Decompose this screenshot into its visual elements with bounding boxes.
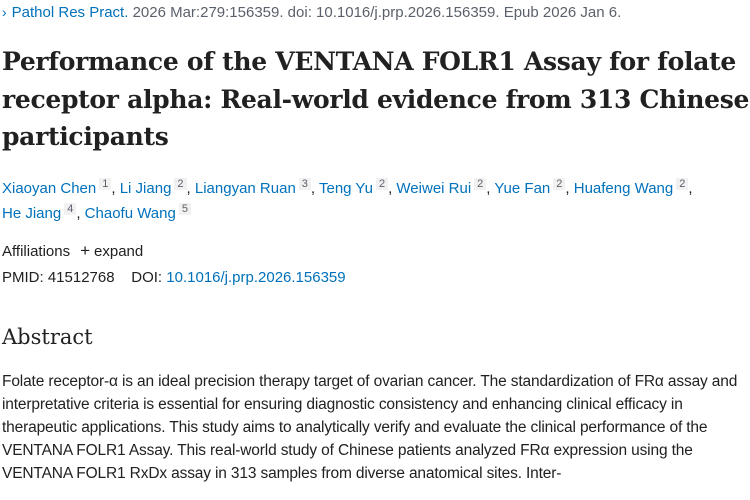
affiliation-number[interactable]: 2 bbox=[474, 178, 487, 190]
citation-line: › Pathol Res Pract. 2026 Mar:279:156359. … bbox=[2, 4, 621, 21]
affiliation-number[interactable]: 2 bbox=[676, 178, 689, 190]
author-link[interactable]: Weiwei Rui bbox=[396, 180, 472, 197]
affiliation-number[interactable]: 5 bbox=[178, 203, 191, 215]
chevron-right-icon[interactable]: › bbox=[2, 4, 7, 20]
affiliation-number[interactable]: 2 bbox=[375, 178, 389, 190]
pmid-value: 41512768 bbox=[47, 269, 115, 286]
abstract-heading: Abstract bbox=[2, 325, 93, 349]
affiliation-number[interactable]: 2 bbox=[553, 178, 566, 190]
author-link[interactable]: Xiaoyan Chen bbox=[2, 180, 97, 197]
plus-icon[interactable]: + bbox=[80, 241, 91, 260]
author-list: Xiaoyan Chen 1, Li Jiang 2, Liangyan Ruan 3… bbox=[2, 178, 693, 222]
expand-affiliations-button[interactable]: expand bbox=[94, 243, 144, 260]
author-link[interactable]: Teng Yu bbox=[319, 180, 373, 197]
affiliation-number[interactable]: 4 bbox=[64, 203, 77, 215]
affiliation-number[interactable]: 1 bbox=[99, 178, 112, 190]
affiliations-label: Affiliations bbox=[2, 243, 71, 260]
doi-label: DOI: bbox=[131, 269, 163, 286]
author-link[interactable]: Liangyan Ruan bbox=[194, 180, 296, 197]
abstract-text: Folate receptor-α is an ideal precision … bbox=[2, 373, 738, 482]
affiliations-row: Affiliations + expand bbox=[2, 241, 143, 261]
author-link[interactable]: Huafeng Wang bbox=[573, 180, 674, 197]
article-title: Performance of the VENTANA FOLR1 Assay f… bbox=[2, 47, 750, 151]
journal-link[interactable]: Pathol Res Pract. bbox=[11, 4, 129, 21]
affiliation-number[interactable]: 3 bbox=[298, 178, 311, 190]
author-link[interactable]: Chaofu Wang bbox=[84, 205, 176, 222]
pmid-label: PMID: bbox=[2, 269, 44, 286]
citation-details: 2026 Mar:279:156359. doi: 10.1016/j.prp.… bbox=[132, 4, 622, 21]
affiliation-number[interactable]: 2 bbox=[174, 178, 187, 190]
author-link[interactable]: Yue Fan bbox=[494, 180, 551, 197]
identifiers-row: PMID: 41512768 DOI: 10.1016/j.prp.2026.1… bbox=[2, 269, 346, 286]
author-link[interactable]: Li Jiang bbox=[119, 180, 172, 197]
author-link[interactable]: He Jiang bbox=[2, 205, 62, 222]
doi-link[interactable]: 10.1016/j.prp.2026.156359 bbox=[166, 269, 346, 286]
